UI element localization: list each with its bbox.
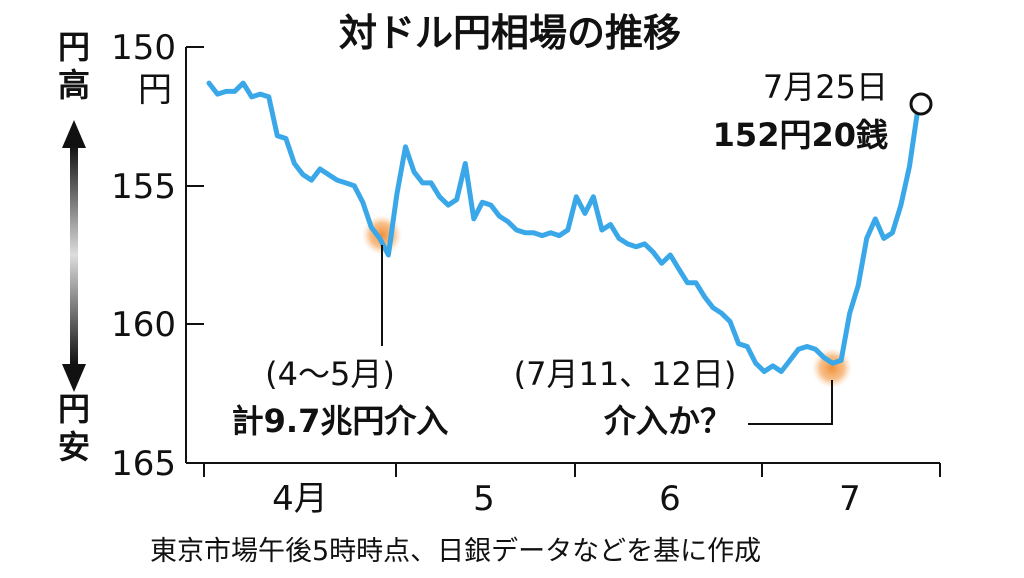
annotation-paren: (7月11、12日) [514, 355, 737, 393]
x-axis: 4月 5 6 7 [203, 462, 941, 519]
endpoint-marker [909, 92, 933, 116]
endpoint-date-label: 7月25日 [763, 68, 888, 106]
y-axis: 150 円 155 160 165 [111, 28, 204, 484]
y-tick-label: 155 [111, 167, 176, 207]
chart-title: 対ドル円相場の推移 [339, 11, 681, 55]
arrow-down-icon [62, 364, 86, 392]
annotation-paren: (4〜5月) [265, 355, 395, 393]
arrow-shaft [70, 146, 78, 364]
x-tick-label: 7 [839, 479, 861, 519]
x-tick-label: 6 [659, 479, 681, 519]
endpoint-value-label: 152円20銭 [713, 116, 888, 154]
yen-strong-label-char: 高 [58, 66, 90, 104]
y-tick-label: 165 [111, 444, 176, 484]
x-tick-label: 5 [473, 479, 495, 519]
x-tick-label: 4月 [272, 479, 328, 519]
yen-weak-label-char: 安 [58, 428, 90, 466]
y-tick-label: 150 [111, 28, 176, 68]
annotation-text: 介入か？ [603, 402, 732, 440]
yen-direction-indicator: 円 高 円 安 [58, 28, 90, 466]
arrow-up-icon [62, 120, 86, 148]
yen-weak-label-char: 円 [58, 390, 90, 428]
annotation-leader-line [748, 380, 833, 425]
series-line [206, 80, 921, 374]
source-note: 東京市場午後5時時点、日銀データなどを基に作成 [150, 536, 761, 567]
yen-strong-label-char: 円 [58, 28, 90, 66]
y-unit-label: 円 [138, 70, 172, 110]
y-tick-label: 160 [111, 305, 176, 345]
annotation-text: 計9.7兆円介入 [232, 402, 449, 440]
